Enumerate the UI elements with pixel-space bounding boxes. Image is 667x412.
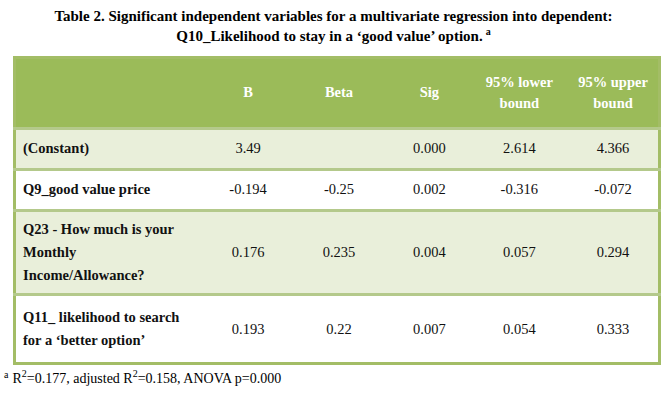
cell-lower: -0.316 xyxy=(471,169,568,210)
table-footnote: aR2=0.177, adjusted R2=0.158, ANOVA p=0.… xyxy=(4,371,667,387)
regression-table: B Beta Sig 95% lower bound 95% upper bou… xyxy=(13,56,661,366)
cell-beta: 0.235 xyxy=(290,210,388,295)
table-row-q9: Q9_good value price -0.194 -0.25 0.002 -… xyxy=(15,169,660,210)
table-row-q23: Q23 - How much is your Monthly Income/Al… xyxy=(15,210,660,295)
cell-b: 0.176 xyxy=(206,210,289,295)
cell-sig: 0.000 xyxy=(388,128,470,169)
cell-lower: 2.614 xyxy=(471,128,568,169)
table-row-q11: Q11_ likelihood to search for a ‘better … xyxy=(15,295,660,364)
row-label: Q11_ likelihood to search for a ‘better … xyxy=(15,295,207,364)
header-cell-lower-bound: 95% lower bound xyxy=(471,57,568,128)
footnote-text-3: =0.158, ANOVA p=0.000 xyxy=(138,371,282,386)
cell-sig: 0.007 xyxy=(388,295,470,364)
cell-upper: 0.294 xyxy=(568,210,659,295)
cell-beta xyxy=(290,128,388,169)
row-label: (Constant) xyxy=(15,128,207,169)
cell-upper: 4.366 xyxy=(568,128,659,169)
cell-sig: 0.002 xyxy=(388,169,470,210)
table-title-line1: Table 2. Significant independent variabl… xyxy=(54,8,612,24)
footnote-marker: a xyxy=(4,369,8,380)
cell-lower: 0.054 xyxy=(471,295,568,364)
table-row-constant: (Constant) 3.49 0.000 2.614 4.366 xyxy=(15,128,660,169)
header-cell-beta: Beta xyxy=(290,57,388,128)
cell-beta: 0.22 xyxy=(290,295,388,364)
page: Table 2. Significant independent variabl… xyxy=(0,7,667,412)
header-cell-sig: Sig xyxy=(388,57,470,128)
table-title: Table 2. Significant independent variabl… xyxy=(12,7,655,47)
cell-beta: -0.25 xyxy=(290,169,388,210)
cell-lower: 0.057 xyxy=(471,210,568,295)
cell-b: 3.49 xyxy=(206,128,289,169)
footnote-text-2: =0.177, adjusted R xyxy=(27,371,133,386)
header-row: B Beta Sig 95% lower bound 95% upper bou… xyxy=(15,57,660,128)
cell-b: 0.193 xyxy=(206,295,289,364)
cell-upper: 0.333 xyxy=(568,295,659,364)
cell-sig: 0.004 xyxy=(388,210,470,295)
row-label: Q23 - How much is your Monthly Income/Al… xyxy=(15,210,207,295)
cell-b: -0.194 xyxy=(206,169,289,210)
footnote-text-1: R xyxy=(12,371,21,386)
cell-upper: -0.072 xyxy=(568,169,659,210)
header-cell-variable xyxy=(15,57,207,128)
table-title-footnote-marker: a xyxy=(486,26,491,37)
header-cell-b: B xyxy=(206,57,289,128)
table-title-line2: Q10_Likelihood to stay in a ‘good value’… xyxy=(176,28,482,44)
row-label: Q9_good value price xyxy=(15,169,207,210)
header-cell-upper-bound: 95% upper bound xyxy=(568,57,659,128)
